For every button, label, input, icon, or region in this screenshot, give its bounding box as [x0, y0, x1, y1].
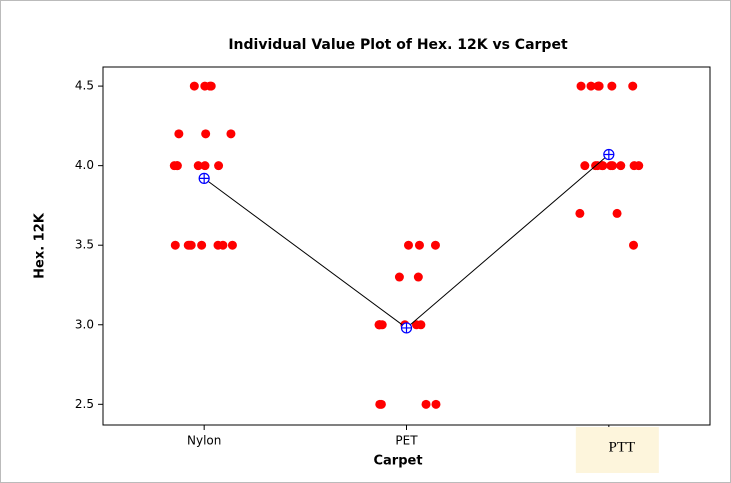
data-point: [197, 240, 207, 250]
data-point: [413, 272, 423, 282]
data-point: [394, 272, 404, 282]
data-point: [170, 240, 180, 250]
data-point: [629, 240, 639, 250]
label-box: [575, 427, 659, 473]
data-point: [612, 208, 622, 218]
data-point: [200, 81, 210, 91]
data-point: [586, 81, 596, 91]
data-point: [226, 129, 236, 139]
data-point: [593, 81, 603, 91]
data-point: [227, 240, 237, 250]
data-point: [628, 81, 638, 91]
data-point: [206, 81, 216, 91]
data-point: [616, 161, 626, 171]
data-point: [575, 208, 585, 218]
data-point: [375, 399, 385, 409]
mean-cross: [199, 173, 210, 184]
x-tick-label: PET: [395, 434, 418, 448]
chart-title: Individual Value Plot of Hex. 12K vs Car…: [228, 37, 568, 53]
y-tick-label: 2.5: [75, 397, 94, 411]
data-point: [214, 161, 224, 171]
data-point: [416, 320, 426, 330]
data-point: [201, 129, 211, 139]
mean-cross: [401, 322, 412, 333]
data-point: [576, 81, 586, 91]
y-tick-label: 4.0: [75, 158, 94, 172]
y-tick-label: 4.5: [75, 79, 94, 93]
data-point: [431, 399, 441, 409]
data-point: [414, 240, 424, 250]
mean-symbol: [198, 172, 210, 184]
data-point: [193, 161, 203, 171]
data-point: [218, 240, 228, 250]
data-point: [172, 161, 182, 171]
data-point: [174, 129, 184, 139]
y-tick-label: 3.5: [75, 238, 94, 252]
data-point: [189, 81, 199, 91]
data-point: [421, 399, 431, 409]
y-axis-label: Hex. 12K: [33, 212, 48, 279]
data-point: [629, 161, 639, 171]
data-point: [185, 240, 195, 250]
data-point: [374, 320, 384, 330]
mean-cross: [603, 149, 614, 160]
data-point: [606, 161, 616, 171]
mean-symbol: [400, 322, 413, 334]
data-point: [580, 161, 590, 171]
data-point: [403, 240, 413, 250]
y-tick-label: 3.0: [75, 317, 94, 331]
x-tick-label: Nylon: [187, 434, 221, 448]
data-point: [430, 240, 440, 250]
mean-symbol: [603, 148, 615, 161]
data-point: [607, 81, 617, 91]
x-axis-label: Carpet: [373, 454, 422, 469]
data-point: [200, 161, 210, 171]
x-tick-label: PTT: [608, 439, 635, 455]
